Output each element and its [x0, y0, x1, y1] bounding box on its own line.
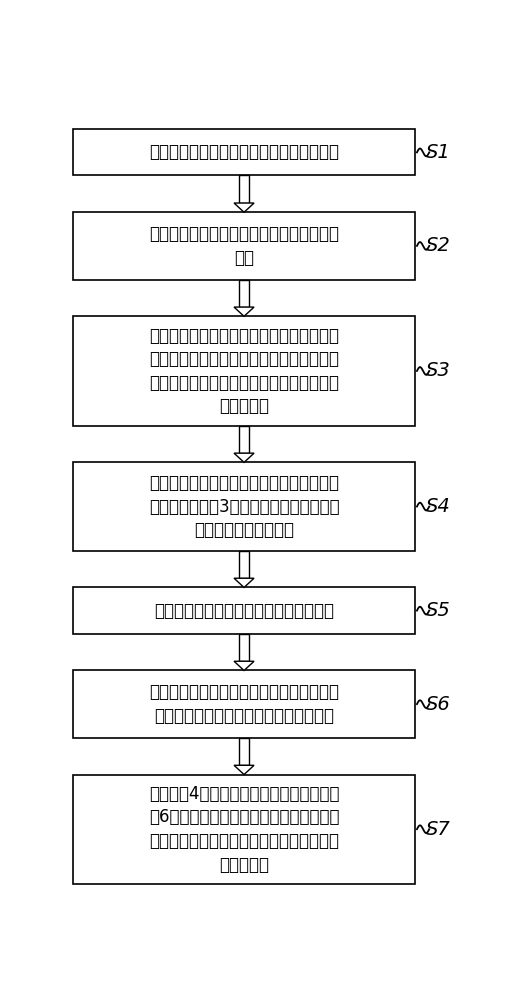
Bar	[73, 587, 414, 634]
Bar	[73, 462, 414, 551]
Bar	[239, 634, 248, 661]
Bar	[239, 738, 248, 765]
Bar	[73, 670, 414, 738]
Text: 将若干含有二氧化硅和氮化硅薄膜的制程晶
圆置于经步骤（3）中处理过的第一腐蚀槽
中将氮化硅薄膜去除；: 将若干含有二氧化硅和氮化硅薄膜的制程晶 圆置于经步骤（3）中处理过的第一腐蚀槽 …	[149, 474, 338, 539]
Bar	[73, 775, 414, 884]
Text: 提供含有磷酸和硫酸溶液的第二腐蚀槽；: 提供含有磷酸和硫酸溶液的第二腐蚀槽；	[154, 602, 333, 620]
Text: 将步骤（4）中的所述制程晶圆置于与步骤
（6）中相同配比的磷酸和硫酸溶液中以去
除所述制程晶圆表面的杂质，得到无缺陷的
制程晶圆。: 将步骤（4）中的所述制程晶圆置于与步骤 （6）中相同配比的磷酸和硫酸溶液中以去 …	[149, 785, 338, 874]
Bar	[239, 175, 248, 203]
Text: S3: S3	[425, 361, 450, 380]
Text: S1: S1	[425, 143, 450, 162]
Text: S5: S5	[425, 601, 450, 620]
Polygon shape	[234, 453, 253, 462]
Bar	[239, 426, 248, 453]
Text: 调节浸泡时间使得所述控片上的氮化硅薄膜
被完全溶解；溶解于磷酸的氮化硅在所述第
一腐蚀槽中形成硅化物以抑制磷酸对二氧化
硅的腐蚀；: 调节浸泡时间使得所述控片上的氮化硅薄膜 被完全溶解；溶解于磷酸的氮化硅在所述第 …	[149, 327, 338, 415]
Text: 提供若干含二氧化硅和氮化硅薄膜的控片；: 提供若干含二氧化硅和氮化硅薄膜的控片；	[149, 143, 338, 161]
Text: 调节所述第二腐蚀槽中磷酸和硫酸的配比使
得氮化硅对二氧化硅的刻蚀选择比最高；: 调节所述第二腐蚀槽中磷酸和硫酸的配比使 得氮化硅对二氧化硅的刻蚀选择比最高；	[149, 683, 338, 725]
Text: S2: S2	[425, 236, 450, 255]
Polygon shape	[234, 661, 253, 670]
Polygon shape	[234, 578, 253, 587]
Bar	[73, 212, 414, 280]
Text: S7: S7	[425, 820, 450, 839]
Bar	[239, 551, 248, 578]
Text: 将所述控片浸于含有磷酸溶液的第一腐蚀槽
中；: 将所述控片浸于含有磷酸溶液的第一腐蚀槽 中；	[149, 225, 338, 267]
Polygon shape	[234, 203, 253, 212]
Polygon shape	[234, 307, 253, 316]
Polygon shape	[234, 765, 253, 775]
Text: S6: S6	[425, 695, 450, 714]
Bar	[73, 129, 414, 175]
Bar	[239, 280, 248, 307]
Bar	[73, 316, 414, 426]
Text: S4: S4	[425, 497, 450, 516]
